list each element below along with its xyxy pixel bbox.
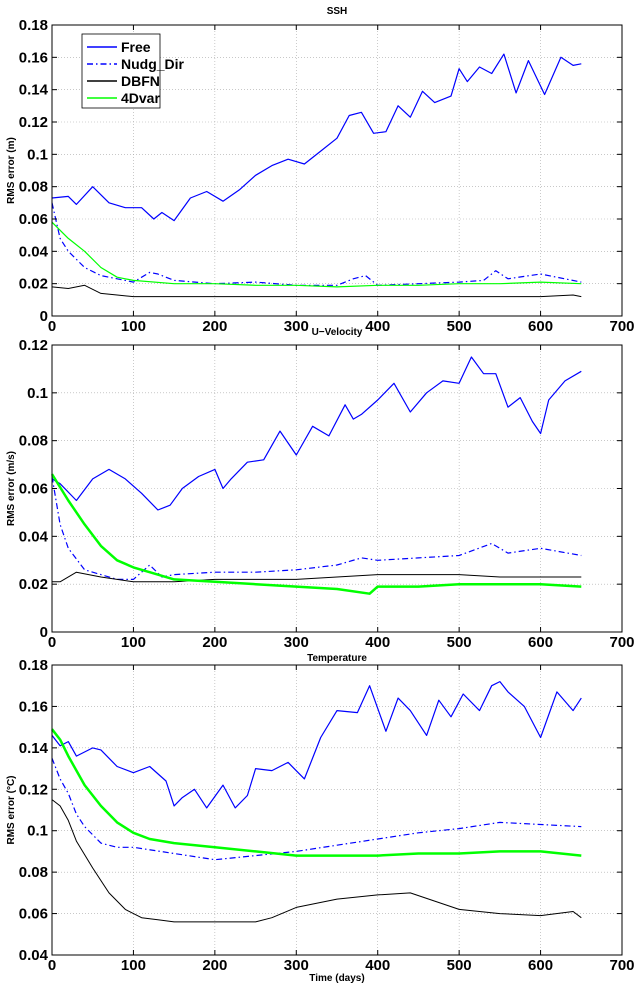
x-tick-label: 200 [202,957,227,974]
y-tick-label: 0.02 [19,576,48,593]
y-axis-label: RMS error (m/s) [6,451,17,526]
y-tick-label: 0 [40,308,48,325]
x-tick-label: 400 [365,957,390,974]
x-tick-label: 400 [365,634,390,651]
series-line-dbfn [51,284,582,298]
y-tick-label: 0.12 [19,781,48,798]
y-tick-label: 0.04 [19,947,49,964]
x-tick-label: 200 [202,634,227,651]
y-tick-label: 0.06 [19,906,48,923]
x-tick-label: 500 [447,957,472,974]
x-tick-label: 700 [609,318,634,335]
x-tick-label: 300 [284,634,309,651]
legend-label-dbfn: DBFN [121,73,160,89]
series-line-free [51,680,582,809]
plot-frame [51,664,623,956]
y-tick-label: 0 [40,624,48,641]
series-line-nudg-dir [51,757,582,861]
y-tick-label: 0.08 [19,864,48,881]
x-tick-label: 600 [528,318,553,335]
y-tick-label: 0.16 [19,49,48,66]
x-tick-label: 100 [121,957,146,974]
y-tick-label: 0.1 [27,823,48,840]
x-tick-label: 600 [528,634,553,651]
y-tick-label: 0.1 [27,385,48,402]
y-tick-label: 0.08 [19,433,48,450]
chart-panel-2: 0 100 200 300 400 500 600 700 0 0.02 0.04 0.06 0.08 0… [6,327,635,651]
series-line-free [51,356,582,511]
x-tick-label: 500 [447,634,472,651]
x-tick-label: 200 [202,318,227,335]
series-line-dbfn [51,799,582,923]
y-tick-label: 0.06 [19,481,48,498]
chart-panel-3: 0 100 200 300 400 500 600 700 0.04 0.06 0.08 0.1 0.1… [6,653,635,983]
y-tick-label: 0.12 [19,114,48,131]
x-tick-label: 100 [121,318,146,335]
x-tick-label: 100 [121,634,146,651]
y-axis-label: RMS error (m) [6,137,17,204]
legend-label-free: Free [121,39,151,55]
chart-panel-1: 0 100 200 300 400 500 600 700 0 0.02 0.04 0.06 0.08 0… [6,6,635,335]
y-tick-label: 0.18 [19,657,48,674]
y-tick-label: 0.04 [19,243,49,260]
x-tick-label: 0 [48,634,56,651]
series-line-4dvar [51,728,582,857]
y-tick-label: 0.06 [19,211,48,228]
x-tick-label: 600 [528,957,553,974]
y-tick-label: 0.02 [19,276,48,293]
legend-label-nudg-dir: Nudg_Dir [121,56,185,72]
x-tick-label: 500 [447,318,472,335]
chart-title: Temperature [307,653,367,664]
plot-area [52,665,622,955]
series-line-nudg-dir [51,476,582,581]
y-tick-label: 0.12 [19,337,48,354]
y-tick-label: 0.16 [19,698,48,715]
y-tick-label: 0.04 [19,528,49,545]
plot-frame [51,24,623,317]
series-line-dbfn [52,571,582,583]
x-axis-label: Time (days) [309,973,364,983]
y-tick-label: 0.08 [19,179,48,196]
series-line-free [51,53,582,222]
x-tick-label: 700 [609,634,634,651]
x-tick-label: 700 [609,957,634,974]
y-tick-label: 0.1 [27,146,48,163]
legend-label-4dvar: 4Dvar [121,90,160,106]
y-tick-label: 0.14 [19,740,49,757]
y-axis-label: RMS error (°C) [6,775,17,844]
x-tick-label: 400 [365,318,390,335]
chart-title: SSH [327,6,348,17]
chart-title: U−Velocity [312,327,363,338]
y-tick-label: 0.18 [19,17,48,34]
x-tick-label: 300 [284,957,309,974]
series-line-4dvar [51,221,582,288]
x-tick-label: 0 [48,318,56,335]
y-tick-label: 0.14 [19,82,49,99]
series-line-nudg-dir [51,202,582,286]
series-line-4dvar [50,473,582,595]
x-tick-label: 0 [48,957,56,974]
x-tick-label: 300 [284,318,309,335]
